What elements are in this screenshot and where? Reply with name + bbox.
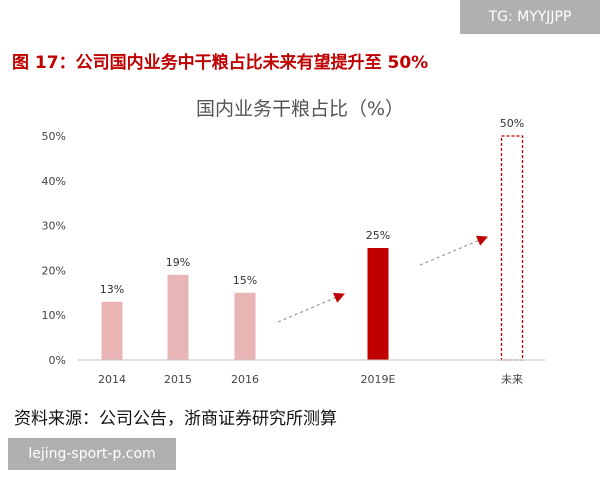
- data-label: 13%: [100, 283, 124, 296]
- y-tick-label: 40%: [42, 175, 66, 188]
- x-tick-label: 未来: [501, 373, 523, 386]
- bar-2014: [101, 301, 123, 360]
- source-note: 资料来源：公司公告，浙商证券研究所测算: [14, 409, 337, 429]
- x-tick-label: 2015: [164, 373, 192, 386]
- data-label: 25%: [366, 229, 390, 242]
- bar-2019E: [367, 248, 389, 360]
- y-tick-label: 10%: [42, 309, 66, 322]
- y-tick-label: 30%: [42, 220, 66, 233]
- y-tick-label: 20%: [42, 264, 66, 277]
- trend-arrow-2: [419, 235, 488, 266]
- x-tick-label: 2019E: [361, 373, 396, 386]
- y-tick-label: 0%: [49, 354, 66, 367]
- watermark-bottom: lejing-sport-p.com: [8, 438, 176, 470]
- bar-chart: 0% 10% 20% 30% 40% 50% 13% 19% 15% 25% 50% 2014 20…: [42, 117, 545, 386]
- trend-arrow-1: [277, 292, 345, 323]
- y-tick-label: 50%: [42, 130, 66, 143]
- data-label: 15%: [233, 274, 257, 287]
- bar-2015: [167, 274, 189, 360]
- data-label: 50%: [500, 117, 524, 130]
- watermark-top: TG: MYYJJPP: [460, 0, 600, 34]
- bar-2016: [234, 292, 256, 360]
- chart-title: 国内业务干粮占比（%）: [195, 98, 405, 120]
- x-tick-label: 2014: [98, 373, 126, 386]
- figure-title: 图 17：公司国内业务中干粮占比未来有望提升至 50%: [12, 53, 429, 73]
- data-label: 19%: [166, 256, 190, 269]
- x-tick-label: 2016: [231, 373, 259, 386]
- bar-未来: [500, 135, 524, 361]
